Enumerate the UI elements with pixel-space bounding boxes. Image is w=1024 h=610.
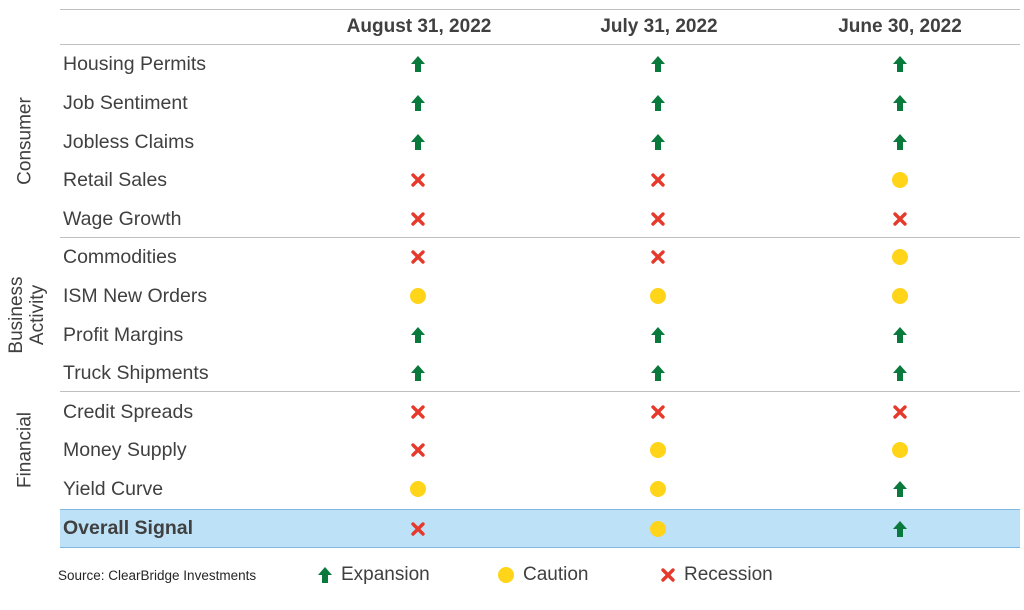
indicator-name: Retail Sales (63, 169, 168, 191)
yellow-circle-icon (880, 162, 920, 198)
indicator-name: Credit Spreads (63, 401, 194, 423)
indicator-name: Housing Permits (63, 53, 207, 75)
indicator-name: Job Sentiment (63, 92, 188, 114)
red-x-icon (660, 567, 676, 583)
up-arrow-icon (638, 355, 678, 391)
up-arrow-icon (317, 566, 333, 584)
table-row: Money Supply (60, 432, 1020, 468)
red-x-icon (638, 162, 678, 198)
yellow-circle-icon (638, 278, 678, 314)
up-arrow-icon (638, 85, 678, 121)
legend-item-recession: Recession (660, 563, 773, 587)
table-row: Job Sentiment (60, 85, 1020, 121)
column-header-jun: June 30, 2022 (838, 16, 962, 37)
red-x-icon (638, 239, 678, 275)
up-arrow-icon (880, 85, 920, 121)
up-arrow-icon (398, 85, 438, 121)
up-arrow-icon (880, 471, 920, 507)
up-arrow-icon (638, 46, 678, 82)
yellow-circle-icon (398, 278, 438, 314)
yellow-circle-icon (880, 239, 920, 275)
legend-label: Expansion (341, 564, 430, 585)
yellow-circle-icon (638, 432, 678, 468)
red-x-icon (638, 201, 678, 237)
group-label-line-1: Business (6, 276, 27, 354)
red-x-icon (398, 162, 438, 198)
indicator-name: Wage Growth (63, 208, 182, 230)
up-arrow-icon (880, 355, 920, 391)
table-row: ISM New Orders (60, 278, 1020, 314)
red-x-icon (398, 432, 438, 468)
indicator-name: Commodities (63, 246, 177, 268)
column-header-jul: July 31, 2022 (600, 16, 718, 37)
table-row: Housing Permits (60, 46, 1020, 82)
table-row: Credit Spreads (60, 394, 1020, 430)
yellow-circle-icon (880, 432, 920, 468)
up-arrow-icon (880, 46, 920, 82)
table-row: Profit Margins (60, 317, 1020, 353)
group-label-business-activity: Business Activity (6, 255, 48, 375)
yellow-circle-icon (638, 471, 678, 507)
red-x-icon (398, 394, 438, 430)
indicator-name: Profit Margins (63, 324, 184, 346)
table-row: Truck Shipments (60, 355, 1020, 391)
table-row: Wage Growth (60, 201, 1020, 237)
up-arrow-icon (398, 355, 438, 391)
yellow-circle-icon (880, 278, 920, 314)
group-label-line-2: Activity (27, 284, 48, 346)
legend-label: Recession (684, 564, 773, 585)
table-row: Yield Curve (60, 471, 1020, 507)
legend-item-expansion: Expansion (317, 563, 430, 587)
red-x-icon (398, 510, 438, 547)
up-arrow-icon (398, 317, 438, 353)
group-label-consumer: Consumer (14, 97, 36, 185)
yellow-circle-icon (398, 471, 438, 507)
indicator-name: Yield Curve (63, 478, 164, 500)
overall-signal-label: Overall Signal (63, 517, 194, 539)
column-header-aug: August 31, 2022 (346, 16, 492, 37)
up-arrow-icon (880, 317, 920, 353)
overall-signal-row: Overall Signal (60, 509, 1020, 548)
group-label-financial: Financial (14, 411, 36, 489)
group-divider (60, 237, 1020, 238)
table-row: Jobless Claims (60, 124, 1020, 160)
up-arrow-icon (398, 124, 438, 160)
yellow-circle-icon (497, 566, 515, 584)
legend-label: Caution (523, 564, 589, 585)
red-x-icon (880, 394, 920, 430)
header-rule (60, 44, 1020, 45)
up-arrow-icon (398, 46, 438, 82)
source-note: Source: ClearBridge Investments (58, 568, 257, 583)
indicator-name: Jobless Claims (63, 131, 195, 153)
table-row: Commodities (60, 239, 1020, 275)
up-arrow-icon (880, 124, 920, 160)
indicator-name: Truck Shipments (63, 362, 209, 384)
yellow-circle-icon (638, 510, 678, 547)
legend-item-caution: Caution (497, 563, 589, 587)
indicator-name: ISM New Orders (63, 285, 208, 307)
red-x-icon (398, 239, 438, 275)
top-rule (60, 9, 1020, 10)
red-x-icon (638, 394, 678, 430)
up-arrow-icon (638, 317, 678, 353)
red-x-icon (398, 201, 438, 237)
red-x-icon (880, 201, 920, 237)
table-row: Retail Sales (60, 162, 1020, 198)
indicator-name: Money Supply (63, 439, 187, 461)
up-arrow-icon (880, 510, 920, 547)
group-divider (60, 391, 1020, 392)
up-arrow-icon (638, 124, 678, 160)
